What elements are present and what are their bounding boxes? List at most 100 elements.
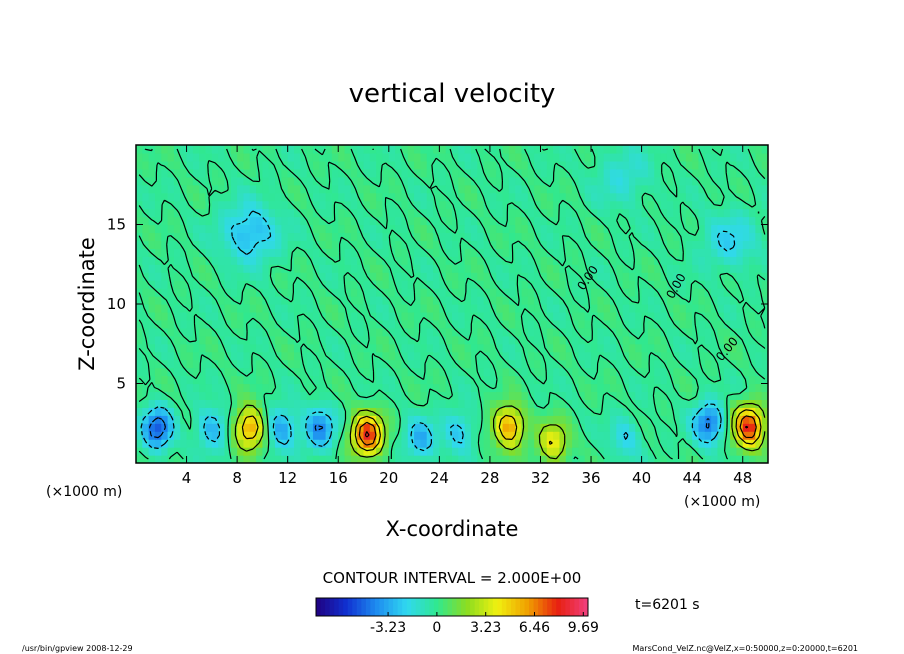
heatmap-cell xyxy=(553,192,561,202)
heatmap-cell xyxy=(211,407,219,416)
heatmap-cell xyxy=(755,216,763,226)
colorbar-segment xyxy=(320,598,326,616)
heatmap-cell xyxy=(673,160,681,170)
heatmap-cell xyxy=(249,216,257,226)
heatmap-cell xyxy=(350,256,358,265)
heatmap-cell xyxy=(325,407,333,416)
heatmap-cell xyxy=(414,184,421,194)
heatmap-cell xyxy=(521,232,529,241)
heatmap-cell xyxy=(654,407,662,416)
heatmap-cell xyxy=(262,264,270,273)
heatmap-cell xyxy=(584,351,592,361)
heatmap-cell xyxy=(218,280,226,289)
heatmap-cell xyxy=(698,232,706,241)
heatmap-cell xyxy=(199,359,207,369)
heatmap-cell xyxy=(660,383,668,393)
heatmap-cell xyxy=(704,240,712,249)
heatmap-cell xyxy=(647,208,655,218)
heatmap-cell xyxy=(262,319,270,329)
heatmap-cell xyxy=(489,304,497,313)
heatmap-cell xyxy=(515,439,523,448)
heatmap-cell xyxy=(464,192,472,202)
heatmap-cell xyxy=(698,415,706,424)
heatmap-cell xyxy=(704,256,712,265)
heatmap-cell xyxy=(496,200,504,210)
heatmap-cell xyxy=(401,343,409,353)
heatmap-cell xyxy=(534,168,542,178)
heatmap-cell xyxy=(711,280,719,289)
heatmap-cell xyxy=(281,447,289,456)
heatmap-cell xyxy=(742,232,750,241)
heatmap-cell xyxy=(420,192,428,202)
heatmap-cell xyxy=(192,399,200,408)
heatmap-cell xyxy=(426,152,434,162)
heatmap-cell xyxy=(496,311,504,321)
heatmap-cell xyxy=(711,447,719,456)
heatmap-cell xyxy=(249,319,257,329)
heatmap-cell xyxy=(704,145,712,154)
heatmap-cell xyxy=(723,375,731,385)
heatmap-cell xyxy=(268,296,276,305)
heatmap-cell xyxy=(414,264,421,273)
heatmap-cell xyxy=(401,168,409,178)
heatmap-cell xyxy=(749,311,756,321)
heatmap-cell xyxy=(199,216,207,226)
heatmap-cell xyxy=(553,280,561,289)
heatmap-cell xyxy=(256,431,263,440)
heatmap-cell xyxy=(407,192,415,202)
colorbar-segment xyxy=(338,598,344,616)
heatmap-cell xyxy=(395,399,403,408)
colorbar-segment xyxy=(515,598,521,616)
heatmap-cell xyxy=(489,208,497,218)
heatmap-cell xyxy=(749,296,756,305)
heatmap-cell xyxy=(369,248,377,257)
heatmap-cell xyxy=(679,335,687,345)
heatmap-cell xyxy=(685,304,693,313)
heatmap-cell xyxy=(723,304,731,313)
heatmap-cell xyxy=(312,423,320,432)
heatmap-cell xyxy=(464,256,472,265)
heatmap-cell xyxy=(319,399,327,408)
heatmap-cell xyxy=(647,224,655,234)
heatmap-cell xyxy=(610,232,617,241)
heatmap-cell xyxy=(369,184,377,194)
heatmap-cell xyxy=(180,256,188,265)
heatmap-cell xyxy=(357,391,365,400)
heatmap-cell xyxy=(584,359,592,369)
heatmap-cell xyxy=(470,168,478,178)
heatmap-cell xyxy=(534,288,542,297)
heatmap-cell xyxy=(420,184,428,194)
heatmap-cell xyxy=(641,176,649,186)
heatmap-cell xyxy=(445,327,453,337)
heatmap-cell xyxy=(420,160,428,170)
heatmap-cell xyxy=(483,160,491,170)
heatmap-cell xyxy=(717,359,725,369)
heatmap-cell xyxy=(249,145,257,154)
heatmap-cell xyxy=(591,248,598,257)
heatmap-cell xyxy=(154,192,162,202)
heatmap-cell xyxy=(553,343,561,353)
heatmap-cell xyxy=(382,439,390,448)
heatmap-cell xyxy=(584,256,592,265)
heatmap-cell xyxy=(755,431,763,440)
heatmap-cell xyxy=(540,184,548,194)
heatmap-cell xyxy=(679,391,687,400)
heatmap-cell xyxy=(275,335,282,345)
heatmap-cell xyxy=(319,248,327,257)
heatmap-cell xyxy=(698,439,706,448)
heatmap-cell xyxy=(363,439,371,448)
heatmap-cell xyxy=(306,192,314,202)
heatmap-cell xyxy=(401,335,409,345)
heatmap-cell xyxy=(420,383,428,393)
heatmap-cell xyxy=(534,208,542,218)
heatmap-cell xyxy=(610,145,617,154)
heatmap-cell xyxy=(382,415,390,424)
heatmap-cell xyxy=(597,248,605,257)
heatmap-cell xyxy=(458,200,466,210)
heatmap-cell xyxy=(142,383,150,393)
heatmap-cell xyxy=(426,288,434,297)
heatmap-cell xyxy=(237,256,245,265)
heatmap-cell xyxy=(312,399,320,408)
heatmap-cell xyxy=(685,311,693,321)
heatmap-cell xyxy=(237,335,245,345)
